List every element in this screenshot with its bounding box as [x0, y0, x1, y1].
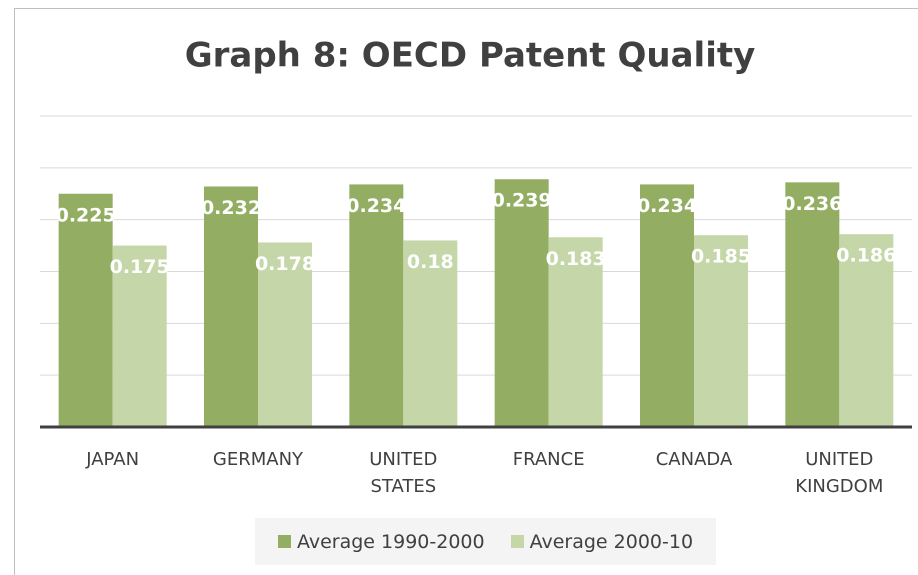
bar [839, 234, 894, 427]
data-label: 0.183 [546, 248, 606, 270]
bar [694, 235, 748, 427]
legend-label: Average 2000-10 [529, 530, 694, 553]
bar [785, 182, 840, 427]
legend-swatch [277, 535, 291, 548]
bar [640, 184, 694, 427]
x-tick-label: FRANCE [512, 449, 585, 470]
bar [494, 179, 549, 427]
data-label: 0.234 [346, 195, 406, 217]
bar [112, 245, 167, 427]
legend-swatch [510, 535, 524, 548]
x-tick-label: GERMANY [212, 449, 304, 470]
data-label: 0.175 [110, 256, 170, 278]
data-label: 0.18 [407, 251, 454, 273]
x-tick-label: UNITED KINGDOM [795, 449, 884, 497]
bar [258, 242, 312, 427]
x-tick-label: UNITED STATES [369, 449, 438, 497]
bar [403, 240, 458, 427]
chart-title: Graph 8: OECD Patent Quality [185, 36, 756, 76]
bar [548, 237, 603, 427]
data-label: 0.186 [836, 245, 896, 267]
bar [58, 193, 113, 427]
bar [349, 184, 404, 427]
legend: Average 1990-2000 Average 2000-10 [255, 518, 716, 565]
data-label: 0.239 [492, 190, 552, 212]
legend-label: Average 1990-2000 [296, 530, 485, 553]
data-label: 0.236 [782, 193, 842, 215]
legend-item: Average 1990-2000 [277, 530, 485, 553]
data-label: 0.178 [255, 253, 315, 275]
bar [204, 186, 258, 427]
data-label: 0.185 [691, 246, 751, 268]
x-tick-label: JAPAN [86, 449, 140, 470]
data-label: 0.234 [637, 195, 697, 217]
x-tick-label: CANADA [655, 449, 733, 470]
data-label: 0.225 [56, 204, 116, 226]
data-label: 0.232 [201, 197, 261, 219]
legend-item: Average 2000-10 [510, 530, 694, 553]
chart-frame [14, 8, 918, 575]
